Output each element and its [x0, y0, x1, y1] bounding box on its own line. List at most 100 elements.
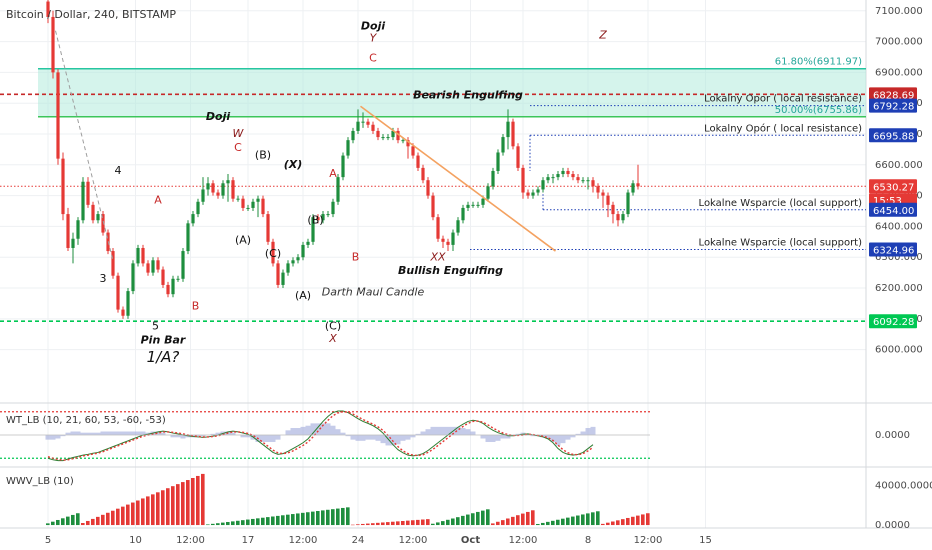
wwv-bar: [371, 523, 375, 526]
wt1-line: [47, 410, 594, 462]
time-axis[interactable]: 5 10 12:00 17 12:00 24 12:00 Oct 12:00 8 12:00 15: [45, 535, 712, 546]
wwv-bar: [271, 516, 275, 526]
wave-label: Bearish Engulfing: [413, 89, 523, 102]
wwv-bar: [486, 509, 490, 526]
candle-body: [481, 198, 485, 205]
candle-body: [176, 278, 180, 280]
wwv-bar: [436, 522, 440, 526]
wwv-bar: [566, 517, 570, 526]
candle-body: [636, 183, 640, 187]
horizontal-levels: Lokalny Opor ( local resistance) Lokalny …: [0, 93, 866, 323]
candle-body: [396, 130, 400, 141]
wave-label: Z: [598, 29, 607, 42]
wwv-bar: [351, 524, 355, 526]
candle-body: [361, 121, 365, 123]
candle-body: [471, 204, 475, 206]
wwv-bar: [531, 510, 535, 526]
wwv-bar: [471, 513, 475, 526]
candle-body: [501, 137, 505, 153]
fib-zone-band: [38, 68, 866, 117]
price-tag-bg: [869, 98, 917, 113]
candle-body: [306, 241, 310, 245]
wwv-bar: [186, 480, 190, 526]
wwv-bar: [511, 516, 515, 526]
candle-body: [71, 238, 75, 248]
candle-body: [126, 291, 130, 316]
candle-body: [391, 130, 395, 138]
candlestick-series: [46, 0, 640, 319]
wwv-bar: [551, 520, 555, 526]
wwv-tick-label: 0.0000: [875, 520, 910, 531]
wwv-bar: [306, 512, 310, 526]
candle-body: [591, 180, 595, 187]
wt-tick-label: 0.0000: [875, 430, 910, 441]
candle-body: [241, 198, 245, 208]
wave-label: 1/A?: [147, 348, 180, 366]
wave-label: X: [328, 332, 337, 345]
candle-body: [236, 198, 240, 200]
wwv-bar: [241, 520, 245, 526]
level-label: Lokalny Opor ( local resistance): [704, 94, 862, 105]
time-tick-label: 15: [699, 535, 712, 546]
price-tick-label: 6000.000: [875, 345, 923, 356]
wwv-bar: [586, 513, 590, 526]
time-tick-label: 5: [45, 535, 51, 546]
wwv-bar: [91, 518, 95, 526]
wwv-bar: [236, 520, 240, 526]
candle-body: [146, 263, 150, 273]
candle-body: [516, 146, 520, 168]
wwv-bar: [581, 514, 585, 526]
wwv-bar: [381, 522, 385, 526]
candle-body: [266, 214, 270, 242]
wwv-bar: [196, 475, 200, 526]
wave-label: W: [233, 127, 245, 140]
candle-body: [496, 152, 500, 171]
wwv-bar: [606, 522, 610, 526]
candle-body: [561, 170, 565, 175]
time-tick-label: 10: [129, 535, 142, 546]
wwv-bar: [101, 514, 105, 526]
wwv-bar: [146, 496, 150, 526]
wwv-bar: [121, 506, 125, 526]
candle-body: [61, 158, 65, 215]
candle-body: [46, 1, 50, 17]
wt2-line: [47, 411, 594, 461]
wwv-bar: [56, 519, 60, 526]
wwv-bar: [501, 520, 505, 526]
wwv-bar: [446, 519, 450, 526]
candle-body: [526, 192, 530, 196]
wwv-bar: [221, 522, 225, 526]
price-axis[interactable]: 7100.0007000.0006900.0006800.0006700.000…: [875, 6, 932, 531]
price-tag-bg: [869, 87, 917, 102]
wwv-bar: [46, 523, 50, 526]
wave-label: (A): [295, 289, 311, 302]
wwv-indicator-title: WWV_LB (10): [6, 476, 74, 487]
wwv-bar: [361, 523, 365, 526]
candle-body: [346, 140, 350, 156]
price-tag-label: 6092.28: [873, 317, 914, 328]
background-grid: [0, 0, 932, 529]
candle-body: [596, 186, 600, 193]
wave-label: B: [192, 300, 200, 313]
candle-body: [441, 238, 445, 242]
candle-body: [341, 155, 345, 178]
wwv-bar: [51, 521, 55, 526]
wwv-bar: [256, 518, 260, 526]
wwv-bar: [106, 512, 110, 526]
wave-label: Bullish Engulfing: [398, 264, 503, 277]
wwv-bar: [416, 519, 420, 526]
price-tag-label: 6695.88: [873, 131, 914, 142]
wave-label: (B): [255, 149, 271, 162]
wwv-bar: [276, 515, 280, 526]
candle-body: [601, 192, 605, 196]
time-tick-label: 8: [585, 535, 591, 546]
wwv-bar: [251, 518, 255, 526]
wwv-bar: [126, 504, 130, 526]
candle-body: [581, 180, 585, 182]
level-label: Lokalne Wsparcie (local support): [699, 238, 863, 249]
wave-label: C: [234, 141, 242, 154]
wave-label: (C): [325, 320, 341, 333]
wwv-bar: [646, 513, 650, 526]
candle-body: [291, 260, 295, 264]
